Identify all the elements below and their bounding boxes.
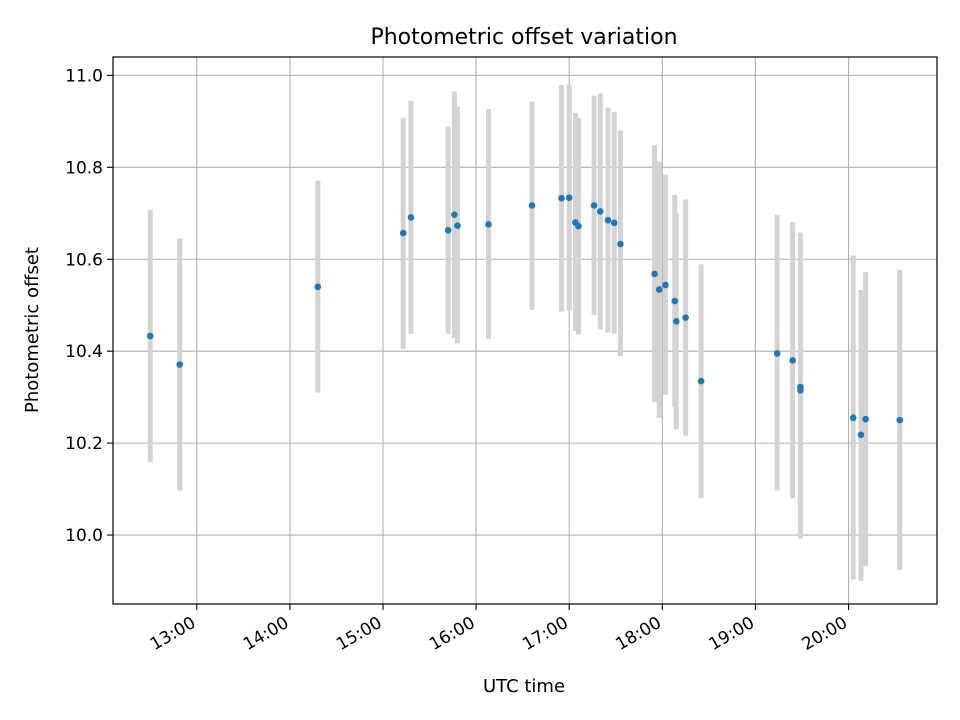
data-point [896,416,904,424]
x-axis-label: UTC time [483,676,565,697]
data-point [682,314,689,321]
data-point [857,431,865,439]
data-point [604,216,612,224]
data-point [399,229,407,237]
data-point [454,222,461,229]
y-tick-label: 10.2 [65,434,103,454]
y-tick-label: 10.8 [65,158,103,178]
x-tick-label: 17:00 [519,613,571,655]
data-point [444,226,452,234]
y-tick-label: 10.0 [65,526,103,546]
data-point [565,194,573,201]
y-tick-label: 11.0 [65,66,103,86]
x-tick-label: 18:00 [612,613,664,655]
data-point [651,270,658,278]
data-point [671,297,679,305]
data-point [697,377,705,385]
data-points [146,194,904,439]
data-point [528,202,536,209]
data-point [662,281,669,289]
x-tick-label: 15:00 [333,613,385,655]
x-tick-label: 13:00 [147,613,199,655]
data-point [451,211,458,218]
data-point [314,283,322,291]
data-point [849,414,857,422]
data-point [797,386,804,394]
grid-lines [113,57,937,604]
data-point [146,332,154,340]
data-point [596,208,604,215]
x-tick-label: 16:00 [426,613,478,655]
data-point [176,361,184,368]
data-point [558,194,565,202]
data-point [590,202,598,209]
plot-frame [112,56,938,605]
y-tick-label: 10.6 [65,250,103,270]
data-point [672,318,680,325]
data-point [617,240,624,248]
y-axis-ticks: 10.0 10.2 10.4 10.6 10.8 11.0 [65,66,113,546]
data-point [485,221,492,228]
data-point [610,219,618,227]
y-axis-label: Photometric offset [22,247,43,413]
x-tick-label: 19:00 [706,613,758,655]
data-point [407,214,415,221]
error-bars [147,84,903,582]
x-axis-ticks: 13:00 14:00 15:00 16:00 17:00 18:00 19:00 20:00 [147,604,851,655]
data-point [789,357,796,364]
data-point [655,286,663,293]
data-point [773,350,781,357]
data-point [862,415,869,423]
y-tick-label: 10.4 [65,342,103,362]
x-tick-label: 14:00 [240,613,292,655]
x-tick-label: 20:00 [799,613,851,655]
chart-title: Photometric offset variation [370,25,677,50]
data-point [575,222,582,230]
